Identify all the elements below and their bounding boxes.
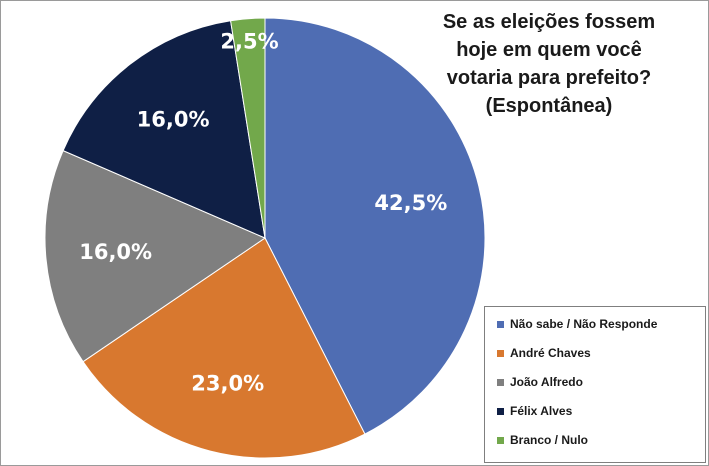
legend-label-1: André Chaves (510, 346, 591, 360)
chart-title: Se as eleições fossem hoje em quem você vo… (443, 11, 655, 117)
title-line-3: (Espontânea) (486, 95, 613, 117)
pie-slice-0 (264, 17, 486, 435)
slice-label-4: 2,5% (220, 30, 278, 54)
legend-label-2: João Alfredo (510, 375, 583, 389)
legend: Não sabe / Não Responde André Chaves João … (484, 306, 706, 463)
pie-slice-1 (82, 237, 366, 459)
slice-label-0: 42,5% (374, 191, 447, 215)
legend-label-3: Félix Alves (510, 404, 573, 418)
legend-item-3: Félix Alves (497, 404, 572, 418)
title-line-0: Se as eleições fossem (443, 11, 655, 33)
pie-slices (44, 17, 486, 459)
legend-item-4: Branco / Nulo (497, 433, 588, 447)
pie-slice-3 (62, 20, 266, 239)
slice-label-3: 16,0% (137, 107, 210, 131)
legend-label-0: Não sabe / Não Responde (510, 317, 658, 331)
legend-swatch-2 (497, 378, 504, 386)
slice-labels: 42,5% 23,0% 16,0% 16,0% 2,5% (79, 30, 447, 396)
title-line-1: hoje em quem você (456, 39, 642, 61)
legend-item-0: Não sabe / Não Responde (497, 317, 657, 331)
legend-swatch-1 (497, 349, 504, 357)
pie-slice-4 (230, 17, 266, 239)
legend-swatch-4 (497, 436, 504, 444)
title-line-2: votaria para prefeito? (447, 67, 652, 89)
legend-swatch-0 (497, 320, 504, 328)
slice-label-1: 23,0% (191, 371, 264, 395)
legend-swatch-3 (497, 407, 504, 415)
pie-slice-2 (44, 149, 267, 363)
legend-item-1: André Chaves (497, 346, 591, 360)
legend-label-4: Branco / Nulo (510, 433, 589, 447)
legend-item-2: João Alfredo (497, 375, 583, 389)
slice-label-2: 16,0% (79, 240, 152, 264)
